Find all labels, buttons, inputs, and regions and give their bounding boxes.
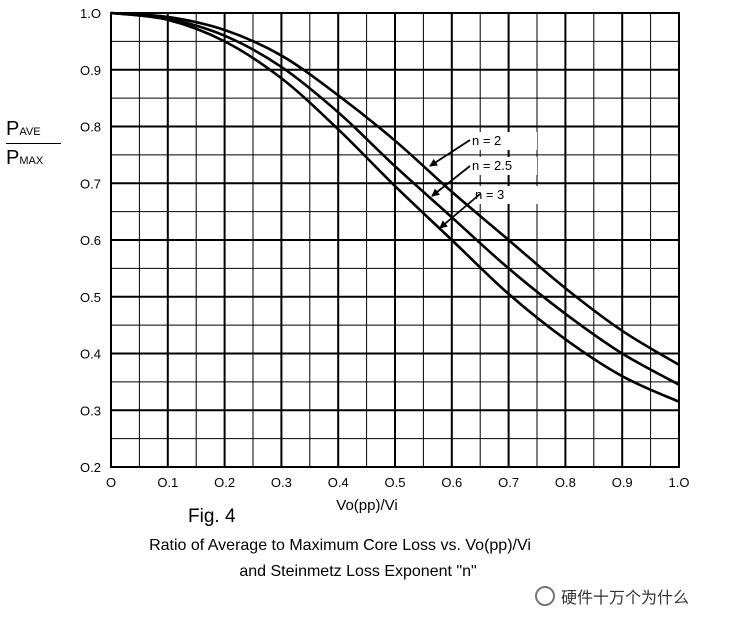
series-line [110, 11, 680, 386]
x-tick-label: O.3 [271, 475, 292, 490]
y-tick-label: O.4 [80, 347, 101, 362]
series-line [110, 11, 680, 366]
wechat-icon [535, 586, 555, 606]
series-arrow [439, 193, 481, 229]
series-label: n = 3 [475, 187, 504, 202]
y-tick-label: O.9 [80, 63, 101, 78]
series-arrow [429, 139, 471, 167]
series-annotations: n = 2 n = 2.5 n = 3 [429, 132, 540, 229]
x-tick-label: O.7 [498, 475, 519, 490]
series-label-bg [469, 132, 537, 150]
watermark: 硬件十万个为什么 [535, 584, 689, 608]
y-axis-label: PAVE PMAX [6, 118, 64, 170]
fraction-bar [6, 143, 61, 144]
series-lines [110, 11, 680, 403]
y-tick-label: O.5 [80, 290, 101, 305]
x-tick-label: O.9 [612, 475, 633, 490]
x-tick-label: O.1 [157, 475, 178, 490]
caption-line-2: and Steinmetz Loss Exponent "n" [239, 563, 477, 580]
series-label-bg [469, 157, 537, 175]
x-tick-label: O.2 [214, 475, 235, 490]
x-axis-label: Vo(pp)/Vi [336, 497, 397, 514]
y-tick-label: O.3 [80, 403, 101, 418]
caption-line-1: Ratio of Average to Maximum Core Loss vs… [149, 537, 531, 554]
y-label-denominator: PMAX [6, 147, 44, 169]
series-line [110, 11, 680, 403]
x-tick-label: O.4 [328, 475, 349, 490]
grid [111, 13, 679, 467]
axes [110, 12, 680, 468]
series-label: n = 2 [472, 133, 501, 148]
x-tick-label: O.8 [555, 475, 576, 490]
x-tick-label: 1.O [669, 475, 690, 490]
y-tick-label: O.8 [80, 120, 101, 135]
y-label-numerator: PAVE [6, 118, 41, 140]
figure-label: Fig. 4 [188, 506, 236, 527]
series-label: n = 2.5 [472, 158, 512, 173]
x-tick-label: O.5 [385, 475, 406, 490]
y-tick-label: O.6 [80, 233, 101, 248]
plot-frame [110, 12, 680, 468]
tick-labels: O O.1 O.2 O.3 O.4 O.5 O.6 O.7 O.8 O.9 1.O O.2 O.3 O.4… [80, 6, 689, 490]
y-tick-label: O.7 [80, 176, 101, 191]
x-tick-label: O [106, 475, 116, 490]
x-tick-label: O.6 [441, 475, 462, 490]
y-tick-label: 1.O [80, 6, 101, 21]
watermark-text: 硬件十万个为什么 [561, 590, 690, 607]
y-tick-label: O.2 [80, 460, 101, 475]
series-label-bg [472, 186, 540, 204]
series-arrow [431, 165, 471, 197]
